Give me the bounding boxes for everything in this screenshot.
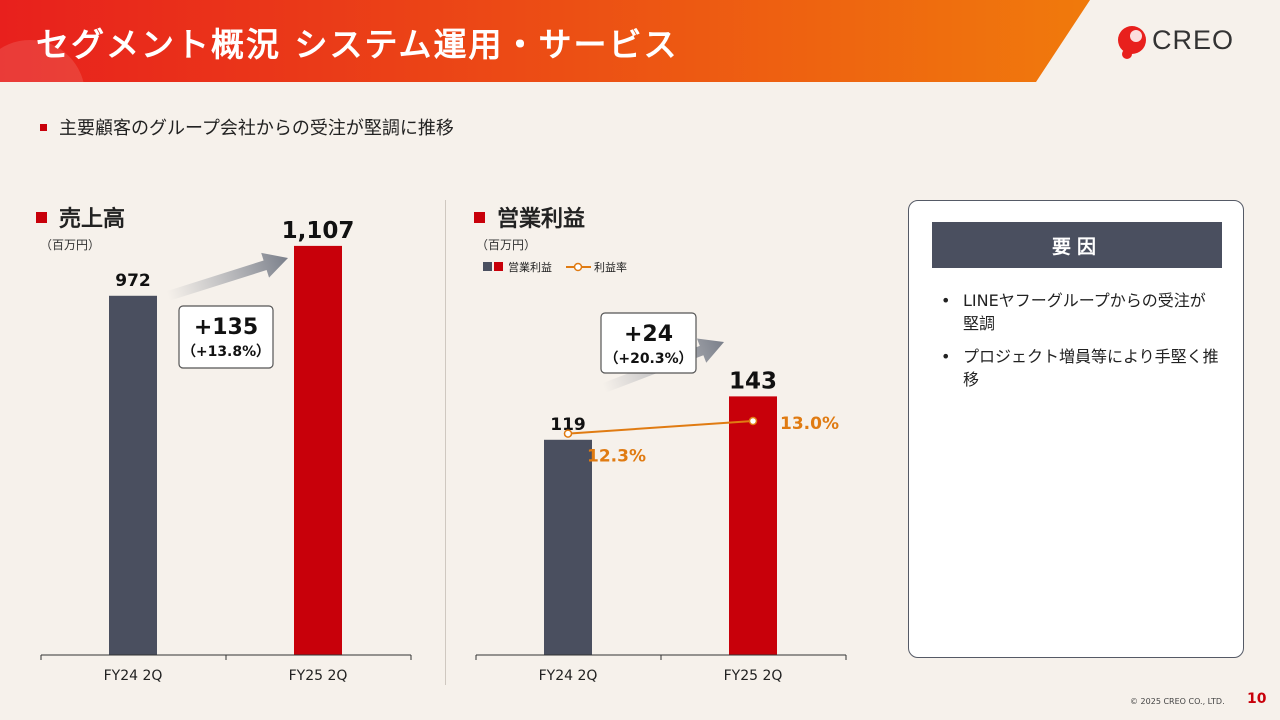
bar-value-label: 143 bbox=[729, 368, 777, 394]
change-amount: +24 bbox=[624, 322, 673, 347]
change-box bbox=[600, 312, 697, 374]
legend-line-label: 利益率 bbox=[594, 260, 627, 274]
change-percent: （+13.8%） bbox=[182, 344, 270, 360]
summary-line: 主要顧客のグループ会社からの受注が堅調に推移 bbox=[40, 114, 454, 140]
bullet-dot-icon: • bbox=[941, 291, 951, 310]
profit-title-text: 営業利益 bbox=[497, 207, 586, 232]
factor-text: プロジェクト増員等により手堅く推移 bbox=[963, 347, 1219, 389]
sales-title: 売上高 bbox=[36, 201, 125, 233]
logo-text: CREO bbox=[1152, 25, 1235, 55]
sales-unit: （百万円） bbox=[40, 238, 101, 252]
bar-value-label: 1,107 bbox=[282, 218, 355, 244]
bar bbox=[294, 245, 342, 656]
factor-text: LINEヤフーグループからの受注が堅調 bbox=[963, 291, 1206, 333]
header-band bbox=[0, 0, 1090, 82]
bar-value-label: 119 bbox=[550, 415, 586, 435]
legend-bar-label: 営業利益 bbox=[508, 260, 552, 274]
list-item: • プロジェクト増員等により手堅く推移 bbox=[941, 345, 1221, 391]
profit-unit: （百万円） bbox=[476, 238, 537, 252]
sales-title-text: 売上高 bbox=[59, 207, 126, 232]
legend-swatch-prev bbox=[483, 262, 492, 271]
rate-label: 13.0% bbox=[780, 414, 839, 434]
bullet-square-icon bbox=[36, 211, 47, 223]
x-tick-label: FY24 2Q bbox=[104, 668, 163, 684]
growth-arrow-icon bbox=[166, 252, 288, 301]
summary-text: 主要顧客のグループ会社からの受注が堅調に推移 bbox=[59, 118, 454, 139]
sales-chart: 972 FY24 2Q 1,107 FY25 2Q +135 （+13.8%） bbox=[40, 218, 412, 684]
x-tick-label: FY24 2Q bbox=[539, 668, 598, 684]
change-amount: +135 bbox=[194, 315, 258, 340]
rate-point bbox=[563, 429, 573, 438]
bar bbox=[729, 396, 777, 655]
bar bbox=[109, 295, 157, 655]
factors-heading: 要因 bbox=[932, 222, 1222, 268]
bar bbox=[544, 439, 592, 655]
chart-divider bbox=[445, 200, 446, 685]
legend-swatch-curr bbox=[494, 262, 503, 271]
x-tick-label: FY25 2Q bbox=[724, 668, 783, 684]
rate-point bbox=[748, 416, 758, 426]
page-number: 10 bbox=[1247, 691, 1267, 707]
rate-label: 12.3% bbox=[587, 447, 646, 467]
factors-panel: 要因 • LINEヤフーグループからの受注が堅調 • プロジェクト増員等により手… bbox=[908, 200, 1244, 658]
creo-logo-icon bbox=[1118, 26, 1146, 59]
profit-title: 営業利益 bbox=[474, 201, 585, 233]
list-item: • LINEヤフーグループからの受注が堅調 bbox=[941, 289, 1221, 335]
copyright: © 2025 CREO CO., LTD. bbox=[1130, 697, 1225, 706]
change-box bbox=[178, 305, 274, 369]
x-tick-label: FY25 2Q bbox=[289, 668, 348, 684]
page-title: セグメント概況 システム運用・サービス bbox=[36, 25, 679, 64]
bullet-dot-icon: • bbox=[941, 347, 951, 366]
profit-chart: 119 FY24 2Q 143 FY25 2Q +24 （+20.3%） 営業利益 利益率 12… bbox=[475, 260, 847, 684]
legend-marker bbox=[573, 262, 583, 272]
bar-value-label: 972 bbox=[115, 271, 151, 291]
bullet-square-icon bbox=[40, 123, 47, 131]
bullet-square-icon bbox=[474, 211, 485, 223]
change-percent: （+20.3%） bbox=[604, 351, 692, 367]
rate-line bbox=[567, 420, 754, 435]
factors-list: • LINEヤフーグループからの受注が堅調 • プロジェクト増員等により手堅く推… bbox=[941, 289, 1221, 401]
